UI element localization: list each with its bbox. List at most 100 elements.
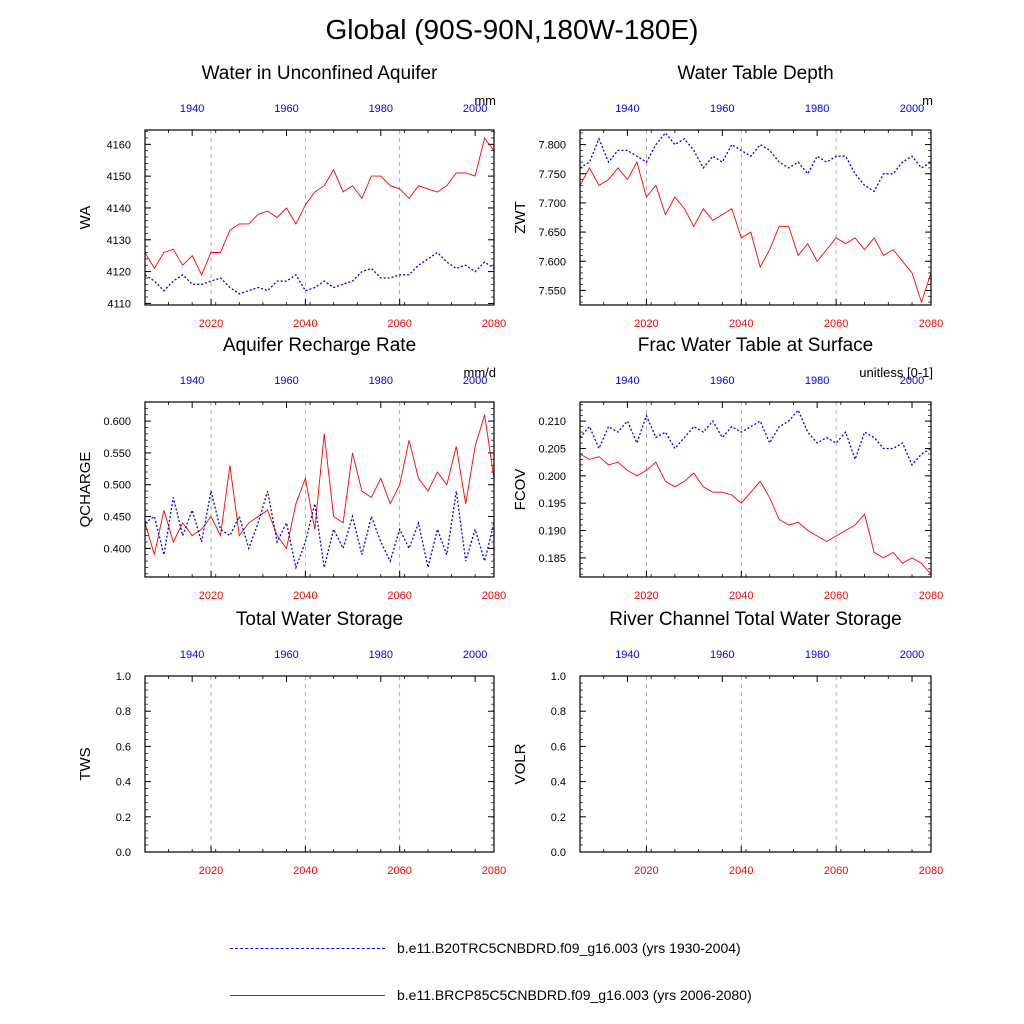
y-tick-label: 0.4 (116, 777, 131, 789)
chart-panel-4: Frac Water Table at Surface unitless [0-1… (512, 335, 943, 602)
y-tick-label: 0.0 (551, 847, 566, 859)
x-tick-label: 2060 (387, 865, 411, 877)
y-tick-label: 0.210 (538, 416, 566, 428)
y-tick-label: 0.190 (538, 526, 566, 538)
x-top-tick-label: 1980 (805, 649, 829, 661)
y-tick-label: 0.8 (116, 706, 131, 718)
units-label: mm (474, 93, 496, 108)
legend-label-future: b.e11.BRCP85C5CNBDRD.f09_g16.003 (yrs 20… (397, 987, 752, 1003)
x-top-tick-label: 1940 (615, 103, 639, 115)
x-tick-label: 2020 (634, 590, 658, 602)
x-top-tick-label: 1960 (710, 375, 734, 387)
legend-item-historical: b.e11.B20TRC5CNBDRD.f09_g16.003 (yrs 193… (230, 938, 741, 958)
x-tick-label: 2080 (482, 318, 506, 330)
y-tick-label: 4130 (107, 235, 131, 247)
series-line-historical (579, 131, 932, 193)
x-top-tick-label: 2000 (463, 103, 487, 115)
y-tick-label: 0.6 (551, 741, 566, 753)
chart-panel-6: River Channel Total Water Storage VOLR 202… (512, 609, 943, 877)
x-top-tick-label: 1980 (805, 103, 829, 115)
x-top-tick-label: 1940 (615, 375, 639, 387)
x-tick-label: 2040 (729, 590, 753, 602)
x-top-tick-label: 1980 (805, 375, 829, 387)
chart-title: Aquifer Recharge Rate (223, 335, 416, 356)
y-tick-label: 0.500 (103, 480, 131, 492)
x-tick-label: 2040 (729, 318, 753, 330)
y-tick-label: 0.205 (538, 443, 566, 455)
y-tick-label: 1.0 (551, 671, 566, 683)
x-top-tick-label: 2000 (463, 649, 487, 661)
y-axis-label: FCOV (512, 469, 529, 511)
x-tick-label: 2040 (729, 865, 753, 877)
chart-panel-3: Aquifer Recharge Rate mm/d QCHARGE 2020 2040… (77, 335, 506, 602)
chart-title: River Channel Total Water Storage (609, 609, 902, 630)
y-tick-label: 0.195 (538, 498, 566, 510)
series-line-historical (144, 490, 495, 570)
chart-title: Water Table Depth (677, 63, 833, 84)
y-tick-label: 1.0 (116, 671, 131, 683)
x-tick-label: 2060 (824, 590, 848, 602)
legend-swatch-future (230, 994, 385, 996)
x-tick-label: 2060 (387, 318, 411, 330)
y-tick-label: 0.4 (551, 777, 566, 789)
y-axis-label: TWS (77, 747, 94, 780)
x-tick-label: 2040 (293, 590, 317, 602)
x-top-tick-label: 1940 (180, 375, 204, 387)
page-title: Global (90S-90N,180W-180E) (325, 14, 699, 45)
y-tick-label: 4150 (107, 171, 131, 183)
x-top-tick-label: 1940 (615, 649, 639, 661)
x-tick-label: 2080 (919, 318, 943, 330)
x-tick-label: 2020 (199, 590, 223, 602)
y-tick-label: 7.800 (538, 140, 566, 152)
x-top-tick-label: 1960 (274, 649, 298, 661)
y-tick-label: 0.200 (538, 471, 566, 483)
units-label: unitless [0-1] (859, 365, 933, 380)
x-top-tick-label: 1960 (710, 649, 734, 661)
x-tick-label: 2020 (199, 865, 223, 877)
y-axis-label: WA (77, 206, 94, 230)
y-tick-label: 7.700 (538, 198, 566, 210)
legend-item-future: b.e11.BRCP85C5CNBDRD.f09_g16.003 (yrs 20… (230, 985, 752, 1005)
chart-panel-5: Total Water Storage TWS 2020 2040 2060 2080 19… (77, 609, 506, 877)
chart-panel-1: Water in Unconfined Aquifer mm WA 2020 2040 2… (77, 63, 506, 330)
x-top-tick-label: 1940 (180, 649, 204, 661)
x-top-tick-label: 1960 (274, 375, 298, 387)
x-top-tick-label: 1980 (369, 375, 393, 387)
y-tick-label: 0.550 (103, 448, 131, 460)
y-tick-label: 0.0 (116, 847, 131, 859)
x-tick-label: 2080 (919, 590, 943, 602)
x-top-tick-label: 1980 (369, 103, 393, 115)
x-tick-label: 2060 (387, 590, 411, 602)
y-tick-label: 7.650 (538, 227, 566, 239)
x-tick-label: 2060 (824, 865, 848, 877)
plot-frame (579, 401, 932, 578)
legend-label-historical: b.e11.B20TRC5CNBDRD.f09_g16.003 (yrs 193… (397, 940, 741, 956)
chart-panel-2: Water Table Depth m ZWT 2020 2040 2060 2080 194… (512, 63, 943, 330)
x-tick-label: 2020 (199, 318, 223, 330)
y-tick-label: 0.6 (116, 741, 131, 753)
y-tick-label: 4110 (107, 298, 131, 310)
x-top-tick-label: 2000 (463, 375, 487, 387)
chart-title: Water in Unconfined Aquifer (202, 63, 439, 84)
units-label: mm/d (464, 365, 497, 380)
x-tick-label: 2080 (482, 590, 506, 602)
y-axis-label: VOLR (512, 743, 529, 784)
plot-frame (579, 129, 932, 306)
y-tick-label: 4160 (107, 139, 131, 151)
y-tick-label: 4140 (107, 203, 131, 215)
x-top-tick-label: 1960 (710, 103, 734, 115)
y-tick-label: 0.2 (551, 812, 566, 824)
x-top-tick-label: 2000 (900, 649, 924, 661)
x-tick-label: 2040 (293, 318, 317, 330)
y-tick-label: 0.400 (103, 543, 131, 555)
plot-frame (144, 401, 495, 578)
y-tick-label: 7.750 (538, 169, 566, 181)
plot-frame (144, 129, 495, 306)
y-axis-label: QCHARGE (77, 452, 94, 528)
y-tick-label: 0.185 (538, 553, 566, 565)
x-top-tick-label: 2000 (900, 375, 924, 387)
y-tick-label: 7.600 (538, 256, 566, 268)
y-tick-label: 0.8 (551, 706, 566, 718)
x-tick-label: 2020 (634, 318, 658, 330)
